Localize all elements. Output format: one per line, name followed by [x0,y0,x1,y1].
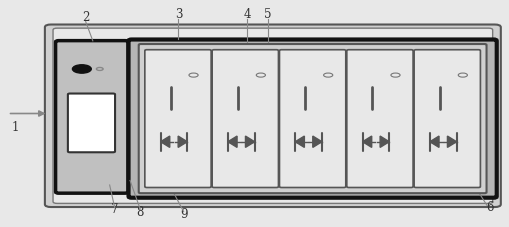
Text: 1: 1 [12,121,19,134]
Text: 8: 8 [136,206,144,219]
FancyBboxPatch shape [138,44,486,193]
Text: 5: 5 [264,8,271,21]
Text: 3: 3 [175,8,182,21]
Text: 7: 7 [111,203,118,217]
Polygon shape [429,136,438,147]
FancyBboxPatch shape [128,39,496,198]
Circle shape [72,65,91,73]
Polygon shape [362,136,371,147]
Text: 4: 4 [243,8,250,21]
Text: 2: 2 [82,10,89,24]
Polygon shape [160,136,169,147]
Polygon shape [312,136,321,147]
FancyBboxPatch shape [55,41,128,193]
FancyBboxPatch shape [45,25,500,207]
Polygon shape [295,136,304,147]
FancyBboxPatch shape [279,50,345,188]
Text: 6: 6 [485,201,492,214]
FancyBboxPatch shape [53,28,492,203]
FancyBboxPatch shape [413,50,479,188]
Polygon shape [446,136,456,147]
Polygon shape [245,136,254,147]
Polygon shape [178,136,187,147]
Polygon shape [228,136,237,147]
FancyBboxPatch shape [145,50,211,188]
FancyBboxPatch shape [212,50,278,188]
Text: 9: 9 [180,208,187,221]
Polygon shape [379,136,388,147]
FancyBboxPatch shape [346,50,412,188]
FancyBboxPatch shape [68,94,115,152]
